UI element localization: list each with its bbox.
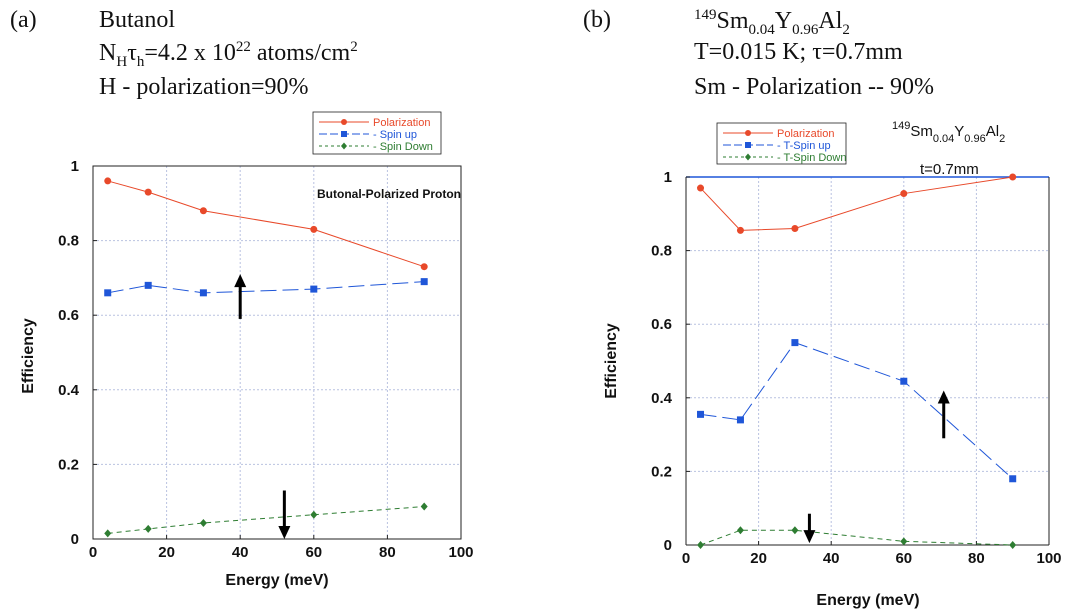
chart-b-y-tick-label: 0.2 — [651, 463, 672, 480]
chart-a-point-0 — [144, 188, 152, 196]
chart-a-legend-label: - Spin Down — [373, 141, 433, 153]
chart-b-series-line-0 — [700, 176, 1013, 231]
panel-a-polarization-note: H - polarization=90% — [99, 74, 309, 100]
chart-b-x-tick-label: 40 — [823, 550, 840, 567]
chart-b-legend-marker — [745, 130, 751, 136]
panel-b-label: (b) — [583, 7, 611, 33]
chart-a-legend-marker — [341, 131, 347, 137]
chart-a-arrow-up-head — [234, 274, 247, 288]
chart-b-point-0 — [697, 184, 705, 192]
chart-b-x-axis-label: Energy (meV) — [816, 592, 919, 609]
chart-b-legend-marker — [745, 153, 751, 161]
chart-b-point-2 — [791, 526, 799, 535]
chart-a-x-tick-label: 20 — [158, 544, 175, 561]
chart-b-point-0 — [1009, 173, 1017, 181]
chart-a-y-tick-label: 0 — [71, 531, 79, 548]
chart-a-point-1 — [420, 278, 428, 286]
chart-b-y-axis-label: Efficiency — [603, 323, 620, 399]
chart-a-legend-label: - Spin up — [373, 129, 417, 141]
chart-a-x-tick-label: 0 — [89, 544, 97, 561]
chart-a-point-1 — [199, 289, 207, 297]
chart-b-point-0 — [791, 225, 799, 233]
chart-a-point-2 — [310, 510, 318, 519]
chart-b-point-2 — [1009, 541, 1017, 549]
chart-b-series-line-1 — [700, 342, 1014, 480]
chart-a-y-tick-label: 0.2 — [58, 456, 79, 473]
chart-b-legend-label: - T-Spin Down — [777, 152, 847, 164]
chart-a-y-tick-label: 0.8 — [58, 233, 79, 250]
chart-a-plot-frame — [92, 165, 462, 540]
chart-b-legend-marker — [745, 142, 751, 148]
chart-a-legend-marker — [341, 119, 347, 125]
chart-a-point-2 — [144, 524, 152, 533]
chart-b-point-1 — [791, 339, 799, 347]
chart-a-x-tick-label: 60 — [305, 544, 322, 561]
chart-b-annotation-formula: 149Sm0.04Y0.96Al2 — [892, 120, 1005, 145]
chart-a-y-tick-label: 1 — [71, 158, 79, 175]
chart-a-series-line-1 — [107, 281, 425, 294]
chart-a-legend-box — [312, 111, 442, 155]
chart-b-y-tick-label: 0 — [664, 537, 672, 554]
panel-b-conditions: T=0.015 K; τ=0.7mm — [694, 39, 903, 65]
chart-a-point-1 — [310, 285, 318, 293]
chart-b-x-tick-label: 80 — [968, 550, 985, 567]
chart-a-legend-label: Polarization — [373, 117, 430, 129]
chart-b-point-2 — [736, 526, 744, 535]
chart-b-series-line-2 — [700, 529, 1013, 546]
chart-a-legend-marker — [341, 142, 347, 150]
chart-b-y-tick-label: 0.4 — [651, 390, 673, 407]
chart-b-x-tick-label: 60 — [895, 550, 912, 567]
chart-a-x-axis-label: Energy (meV) — [225, 572, 328, 589]
chart-b-point-0 — [900, 190, 908, 198]
panel-a-sample-name: Butanol — [99, 7, 175, 33]
chart-b-point-2 — [697, 541, 705, 549]
chart-b-legend-label: Polarization — [777, 128, 834, 140]
chart-b-arrow-down-head — [803, 530, 816, 544]
chart-a-point-2 — [420, 502, 428, 511]
chart-a-y-tick-label: 0.6 — [58, 307, 79, 324]
chart-b-x-tick-label: 20 — [750, 550, 767, 567]
chart-b-arrow-up-head — [937, 390, 950, 404]
chart-b-point-1 — [697, 410, 705, 418]
panel-b-polarization-note: Sm - Polarization -- 90% — [694, 74, 934, 100]
chart-a-point-0 — [104, 177, 112, 185]
chart-a-x-tick-label: 80 — [379, 544, 396, 561]
panel-a-label: (a) — [10, 7, 37, 33]
chart-a-y-tick-label: 0.4 — [58, 382, 80, 399]
chart-a-series-line-2 — [107, 506, 425, 534]
chart-b-point-1 — [736, 416, 744, 424]
chart-b-legend-label: - T-Spin up — [777, 140, 831, 152]
chart-a-point-1 — [104, 289, 112, 297]
chart-a-x-tick-label: 100 — [448, 544, 473, 561]
chart-b-point-1 — [900, 377, 908, 385]
chart-a-point-0 — [420, 263, 428, 271]
chart-a-point-2 — [104, 529, 112, 538]
chart-a-annotation: Butonal-Polarized Proton — [317, 187, 461, 201]
chart-a-y-axis-label: Efficiency — [20, 318, 37, 394]
chart-b-legend-box — [716, 122, 847, 165]
chart-b-y-tick-label: 1 — [664, 169, 672, 186]
chart-b-y-tick-label: 0.8 — [651, 243, 672, 260]
panel-a-areal-density: NHτh=4.2 x 1022 atoms/cm2 — [99, 39, 358, 70]
chart-a-point-2 — [199, 518, 207, 527]
chart-a-point-0 — [310, 225, 318, 233]
chart-b-y-tick-label: 0.6 — [651, 316, 672, 333]
chart-b-annotation-thickness: t=0.7mm — [920, 161, 979, 178]
chart-b-point-2 — [900, 537, 908, 546]
chart-a-point-0 — [199, 207, 207, 215]
chart-b-x-tick-label: 100 — [1036, 550, 1061, 567]
chart-b-point-0 — [736, 226, 744, 234]
panel-b-sample-formula: 149Sm0.04Y0.96Al2 — [694, 7, 850, 38]
chart-a-point-1 — [144, 281, 152, 289]
chart-b-point-1 — [1009, 475, 1017, 483]
chart-a-arrow-down-head — [278, 526, 291, 539]
chart-b-x-tick-label: 0 — [682, 550, 690, 567]
chart-a-x-tick-label: 40 — [232, 544, 249, 561]
